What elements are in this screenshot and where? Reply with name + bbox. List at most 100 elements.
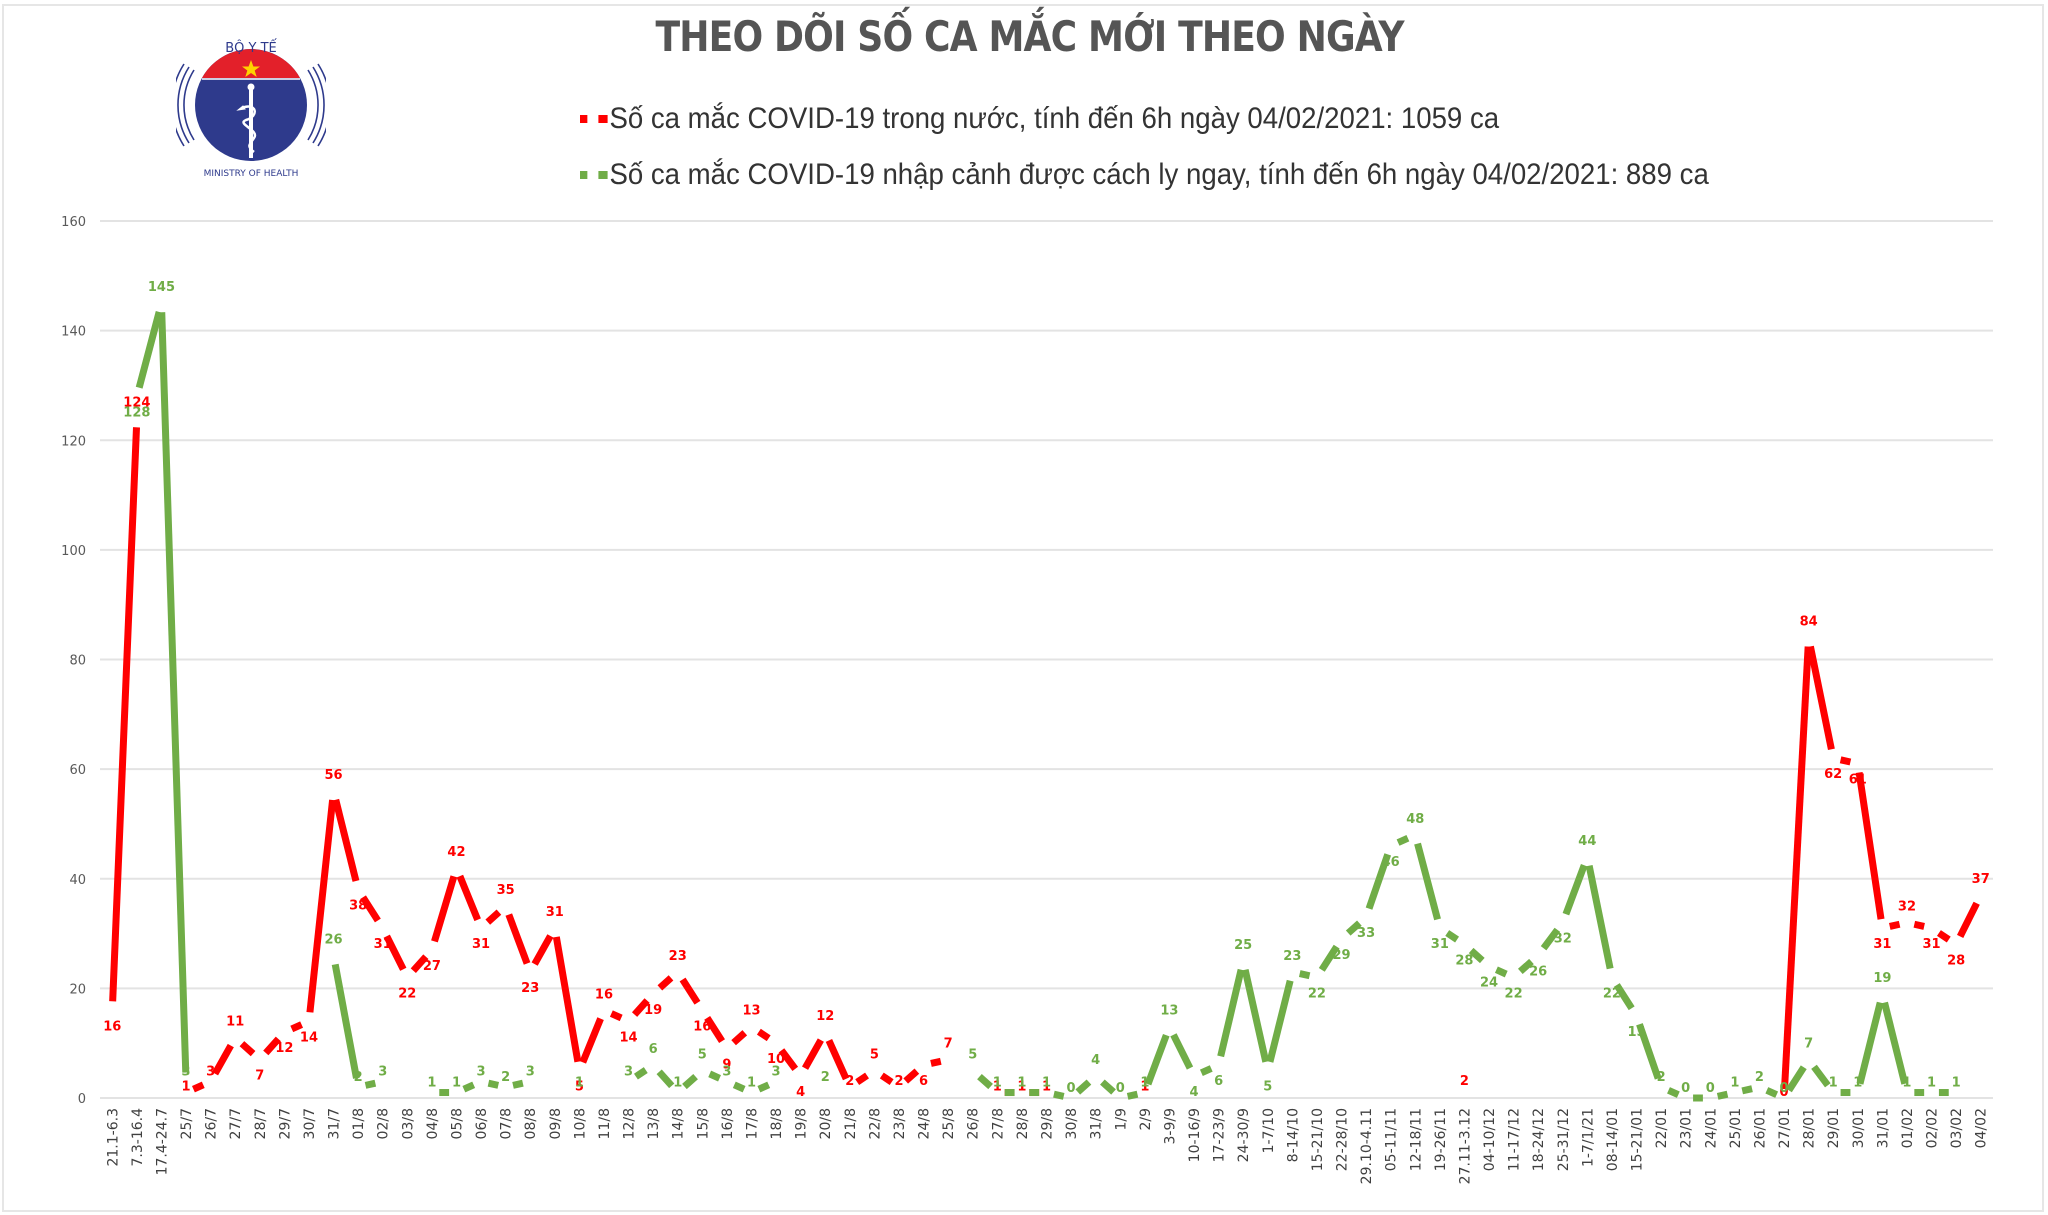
domestic-data-label: 4 [796,1085,805,1100]
imported-data-label: 3 [772,1065,781,1080]
imported-line-segment [757,1081,771,1093]
imported-data-label: 3 [624,1065,633,1080]
domestic-data-label: 9 [722,1058,731,1073]
domestic-line-segment [855,1072,869,1086]
imported-data-label: 1 [1952,1076,1961,1091]
x-tick-label: 29.10-4.11 [1359,1108,1375,1184]
imported-line-segment [1562,864,1588,916]
imported-data-label: 1 [1140,1076,1149,1091]
domestic-line-segment [1913,920,1925,930]
domestic-data-label: 3 [206,1065,215,1080]
imported-data-label: 0 [1116,1081,1125,1096]
x-tick-label: 7.3-16.4 [130,1108,146,1167]
imported-data-label: 2 [1755,1070,1764,1085]
domestic-data-label: 16 [693,1019,711,1034]
domestic-data-label: 1 [182,1080,191,1095]
imported-data-label: 22 [1603,986,1621,1001]
domestic-data-label: 7 [255,1069,264,1084]
x-tick-label: 27/01 [1777,1108,1793,1148]
x-tick-label: 30/8 [1064,1108,1080,1139]
imported-data-label: 13 [1160,1004,1178,1019]
domestic-data-label: 31 [1922,937,1940,952]
imported-data-label: 25 [1234,938,1252,953]
imported-line-segment [1144,1033,1170,1086]
x-tick-label: 04-10/12 [1482,1108,1498,1171]
domestic-line-segment [383,934,407,971]
imported-line-segment [135,311,163,389]
x-tick-label: 17.4-24.7 [154,1108,170,1175]
x-tick-label: 22/01 [1654,1108,1670,1148]
x-tick-label: 02/8 [376,1108,392,1139]
imported-data-label: 3 [182,1065,191,1080]
x-tick-label: 25/7 [179,1108,195,1139]
domestic-data-label: 31 [472,937,490,952]
domestic-data-label: 84 [1800,615,1818,630]
legend-label-domestic: Số ca mắc COVID-19 trong nước, tính đến … [609,102,1500,135]
x-tick-label: 26/01 [1752,1108,1768,1148]
imported-line-segment [1667,1087,1680,1098]
logo-top-text: BỘ Y TẾ [225,39,277,56]
x-tick-label: 08-14/01 [1605,1108,1621,1171]
domestic-data-label: 62 [1824,767,1842,782]
x-tick-label: 26/8 [966,1108,982,1139]
domestic-data-label: 35 [497,883,515,898]
imported-line-segment [1053,1090,1065,1100]
imported-line-segment [732,1081,746,1093]
imported-line-segment [1765,1087,1779,1098]
imported-line-segment [1468,947,1485,964]
series-lines [109,311,1980,1102]
imported-data-label: 46 [1382,855,1400,870]
legend-swatch-green [580,171,588,179]
domestic-data-label: 31 [374,937,392,952]
y-tick-label: 80 [69,654,86,669]
domestic-line-segment [211,1043,234,1076]
domestic-line-segment [1888,920,1901,930]
imported-line-segment [1540,927,1561,951]
imported-data-label: 1 [427,1076,436,1091]
x-tick-label: 27.11-3.12 [1457,1108,1473,1184]
domestic-data-label: 56 [325,768,343,783]
imported-data-label: 1 [747,1076,756,1091]
imported-data-label: 2 [821,1070,830,1085]
domestic-line-segment [1957,901,1980,939]
x-tick-label: 21.1-6.3 [105,1108,121,1167]
imported-data-label: 0 [1780,1081,1789,1096]
domestic-line-segment [552,936,582,1063]
imported-line-segment [1100,1079,1116,1095]
x-tick-label: 28/7 [253,1108,269,1139]
imported-line-segment [487,1079,500,1089]
legend-swatch-green [598,171,608,179]
imported-data-label: 1 [673,1076,682,1091]
imported-line-segment [682,1073,698,1090]
imported-line-segment [1445,930,1460,943]
imported-data-label: 15 [1627,1025,1645,1040]
imported-data-label: 44 [1578,834,1596,849]
imported-line-segment [1811,1064,1831,1088]
y-tick-label: 40 [69,873,86,888]
imported-line-segment [1266,979,1294,1063]
domestic-data-label: 32 [1898,900,1916,915]
x-tick-label: 27/7 [228,1108,244,1139]
ministry-of-health-logo: BỘ Y TẾ MINISTRY OF HEALTH [176,39,326,179]
imported-data-label: 2 [354,1070,363,1085]
domestic-data-label: 23 [669,949,687,964]
imported-data-label: 128 [123,405,150,420]
x-tick-label: 8-14/10 [1285,1108,1301,1162]
domestic-line-segment [263,1036,281,1056]
imported-data-label: 3 [477,1065,486,1080]
x-tick-label: 14/8 [671,1108,687,1139]
domestic-data-label: 2 [845,1074,854,1089]
imported-data-label: 0 [1067,1081,1076,1096]
imported-data-label: 19 [1873,971,1891,986]
domestic-line-segment [1936,930,1951,943]
imported-data-label: 1 [575,1076,584,1091]
domestic-data-label: 7 [944,1037,953,1052]
domestic-line-segment [631,998,650,1017]
x-tick-label: 15/8 [695,1108,711,1139]
x-tick-label: 13/8 [646,1108,662,1139]
x-tick-label: 24/8 [917,1108,933,1139]
x-tick-label: 18/8 [769,1108,785,1139]
domestic-data-label: 5 [575,1080,584,1095]
x-tick-label: 04/8 [425,1108,441,1139]
